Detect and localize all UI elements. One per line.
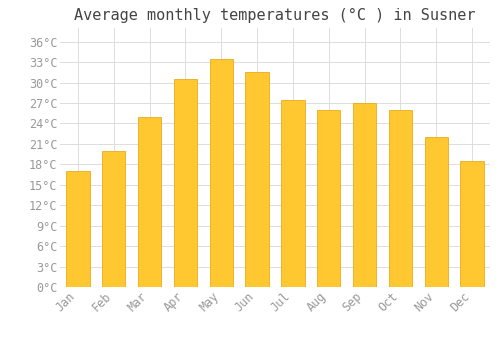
Bar xyxy=(424,137,448,287)
Bar xyxy=(246,72,268,287)
Bar xyxy=(353,103,376,287)
Bar xyxy=(102,151,126,287)
Title: Average monthly temperatures (°C ) in Susner: Average monthly temperatures (°C ) in Su… xyxy=(74,8,476,23)
Bar xyxy=(460,161,483,287)
Bar xyxy=(389,110,412,287)
Bar xyxy=(66,171,90,287)
Bar xyxy=(174,79,197,287)
Bar xyxy=(282,99,304,287)
Bar xyxy=(317,110,340,287)
Bar xyxy=(210,59,233,287)
Bar xyxy=(138,117,161,287)
